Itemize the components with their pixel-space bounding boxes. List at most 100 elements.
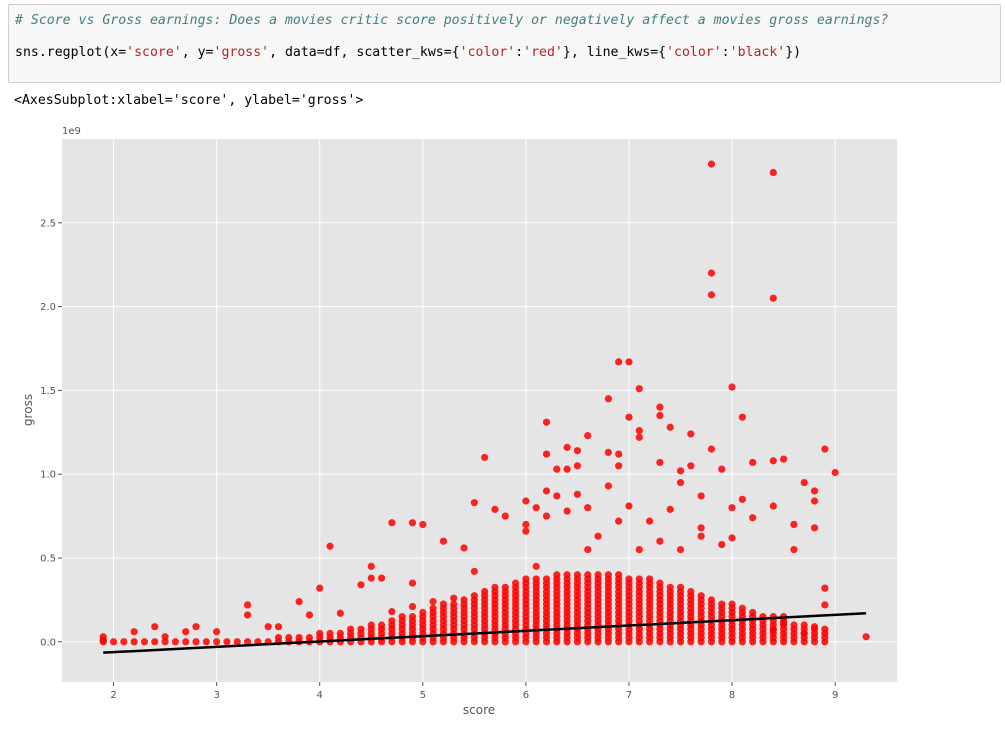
scatter-point	[666, 583, 674, 591]
scatter-point	[666, 423, 674, 431]
scatter-point	[707, 269, 716, 277]
scatter-point	[491, 583, 499, 591]
scatter-point	[635, 427, 643, 435]
scatter-point	[460, 596, 468, 604]
code-line: sns.regplot(x='score', y='gross', data=d…	[15, 45, 801, 60]
scatter-point	[769, 502, 777, 510]
scatter-point	[367, 562, 375, 570]
scatter-point	[728, 600, 736, 608]
code-comment: # Score vs Gross earnings: Does a movies…	[15, 13, 889, 28]
x-tick-label: 8	[729, 690, 735, 701]
scatter-point	[120, 638, 128, 646]
scatter-point	[749, 458, 757, 467]
scatter-point	[501, 512, 509, 520]
scatter-point	[295, 597, 303, 606]
scatter-point	[687, 587, 695, 596]
scatter-point	[666, 505, 674, 513]
scatter-point	[635, 433, 643, 441]
scatter-point	[594, 532, 602, 540]
scatter-point	[202, 638, 210, 646]
scatter-point	[749, 514, 757, 522]
scatter-point	[326, 542, 334, 550]
scatter-point	[542, 575, 551, 583]
x-tick-label: 5	[420, 690, 426, 701]
scatter-point	[604, 395, 612, 403]
scatter-point	[697, 492, 705, 500]
scatter-point	[656, 579, 664, 587]
regplot-chart: 1e9 2 3 4 5 6 7 8 9 0.0 0.5 1.0 1.5 2.0 2.5 score gr…	[21, 126, 897, 717]
x-tick-label: 3	[213, 690, 219, 701]
plot-background	[62, 139, 897, 682]
y-tick-label: 1.0	[40, 470, 56, 481]
y-tick-label: 1.5	[40, 386, 56, 397]
scatter-point	[738, 413, 746, 421]
scatter-point	[800, 621, 808, 629]
scatter-point	[604, 571, 612, 579]
code-token: , y=	[181, 45, 214, 60]
scatter-point	[192, 623, 200, 631]
scatter-point	[522, 497, 530, 505]
y-offset-text: 1e9	[62, 126, 81, 137]
code-cell[interactable]: # Score vs Gross earnings: Does a movies…	[8, 4, 1001, 83]
scatter-point	[460, 544, 468, 552]
scatter-point	[357, 581, 365, 589]
code-token: , data=df, scatter_kws={	[269, 45, 460, 60]
scatter-point	[336, 609, 344, 617]
scatter-point	[388, 519, 396, 527]
scatter-point	[615, 571, 623, 579]
regression-line-path	[103, 612, 867, 654]
scatter-point	[645, 517, 654, 525]
scatter-point	[388, 617, 396, 625]
scatter-point	[450, 594, 458, 602]
code-string: 'color'	[666, 45, 722, 60]
scatter-point	[615, 462, 623, 470]
scatter-point	[780, 619, 788, 627]
scatter-point	[769, 168, 777, 177]
scatter-point	[553, 465, 561, 473]
scatter-point	[408, 579, 417, 587]
scatter-point	[140, 638, 149, 646]
scatter-point	[810, 524, 819, 532]
scatter-point	[542, 418, 551, 426]
scatter-point	[635, 546, 643, 554]
scatter-point	[821, 584, 829, 592]
scatter-point	[615, 358, 623, 366]
scatter-point	[594, 571, 602, 579]
code-string: 'black'	[729, 45, 786, 60]
scatter-point	[584, 432, 592, 440]
scatter-point	[336, 629, 344, 637]
y-tick-label: 2.0	[40, 302, 56, 313]
scatter-point	[625, 502, 633, 510]
scatter-point	[676, 583, 685, 591]
scatter-point	[821, 625, 829, 633]
scatter-point	[398, 613, 406, 621]
scatter-point	[388, 608, 396, 616]
scatter-point	[274, 633, 283, 642]
x-tick-label: 6	[523, 690, 529, 701]
scatter-point	[728, 383, 736, 391]
scatter-point	[625, 575, 633, 583]
code-token: })	[785, 45, 802, 60]
scatter-point	[429, 597, 437, 606]
scatter-point	[656, 411, 664, 420]
y-ticks: 0.0 0.5 1.0 1.5 2.0 2.5	[40, 218, 62, 648]
scatter-point	[676, 478, 685, 487]
scatter-point	[635, 385, 643, 393]
scatter-point	[800, 478, 808, 487]
scatter-point	[769, 294, 777, 302]
scatter-point	[295, 633, 303, 642]
x-tick-label: 4	[317, 690, 323, 701]
scatter-point	[151, 623, 159, 631]
scatter-point	[532, 504, 540, 512]
scatter-point	[687, 430, 695, 438]
scatter-point	[553, 571, 561, 579]
scatter-point	[810, 623, 819, 631]
x-tick-label: 7	[626, 690, 632, 701]
scatter-point	[367, 621, 375, 629]
code-token: sns.regplot(x=	[15, 45, 127, 60]
scatter-point	[213, 638, 221, 646]
code-token: :	[721, 45, 730, 60]
scatter-point	[151, 638, 159, 646]
scatter-point	[522, 575, 530, 583]
scatter-point	[656, 537, 664, 545]
